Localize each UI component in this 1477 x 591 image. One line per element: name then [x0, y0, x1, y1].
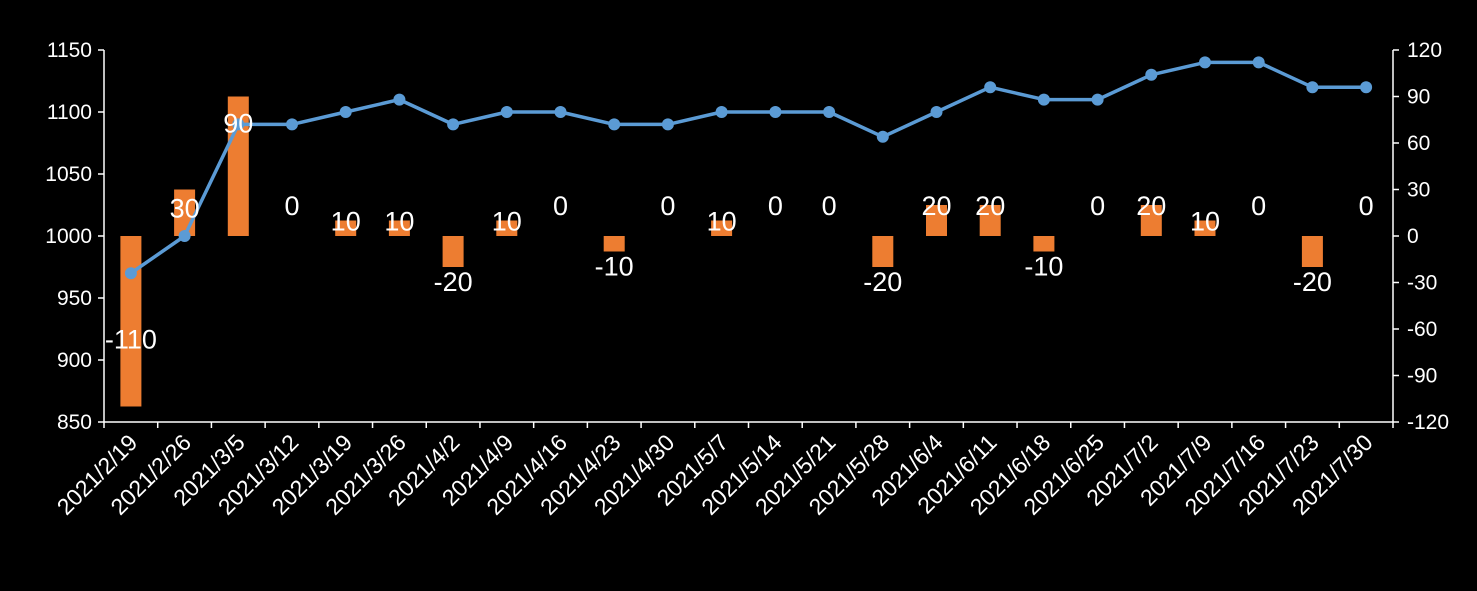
bar-label-2021/2/26: 30 [170, 194, 200, 224]
bar-label-2021/7/30: 0 [1359, 191, 1374, 221]
price-point-2021/4/9 [500, 106, 513, 118]
price-line [129, 60, 1367, 275]
price-point-2021/6/25 [1091, 93, 1104, 106]
price-point-2021/7/16 [1252, 56, 1265, 69]
price-point-2021/3/12 [286, 118, 298, 131]
price-point-2021/4/23 [608, 118, 621, 131]
bar-label-2021/7/23: -20 [1293, 267, 1332, 297]
bar-series-change [120, 96, 1323, 407]
bar-2021/4/9 [496, 220, 518, 236]
left-tick-label: 900 [57, 349, 92, 372]
price-point-2021/2/19 [124, 267, 137, 280]
price-point-2021/3/19 [339, 106, 352, 118]
bar-label-2021/5/28: -20 [863, 267, 902, 297]
bar-2021/4/2 [442, 236, 464, 267]
right-tick-label: -90 [1407, 365, 1437, 388]
bar-label-2021/6/18: -10 [1024, 252, 1063, 282]
bar-label-2021/2/19: -110 [105, 324, 157, 354]
bar-2021/5/7 [711, 220, 733, 236]
bar-label-2021/7/16: 0 [1251, 191, 1266, 221]
price-point-2021/6/18 [1037, 93, 1050, 106]
price-point-2021/5/14 [769, 106, 782, 118]
price-point-2021/6/4 [930, 106, 943, 118]
price-point-2021/7/23 [1306, 81, 1319, 94]
bar-label-2021/5/21: 0 [822, 191, 837, 221]
price-point-2021/4/30 [661, 118, 674, 131]
price-point-2021/4/16 [554, 106, 567, 118]
price-point-2021/2/26 [178, 230, 191, 242]
right-tick-label: 120 [1407, 39, 1442, 62]
price-point-2021/5/21 [823, 106, 836, 118]
bar-2021/6/18 [1033, 236, 1055, 252]
price-point-2021/3/5 [232, 118, 245, 131]
bar-label-2021/5/7: 10 [707, 207, 737, 237]
bar-label-2021/4/30: 0 [660, 191, 675, 221]
left-tick-label: 1100 [47, 101, 92, 124]
bar-2021/7/2 [1140, 205, 1162, 236]
bar-label-2021/3/26: 10 [384, 207, 414, 237]
left-tick-label: 850 [57, 411, 92, 434]
bar-label-2021/6/4: 20 [921, 191, 951, 221]
price-point-2021/5/28 [876, 130, 889, 143]
left-tick-label: 1000 [45, 225, 92, 248]
right-tick-label: 60 [1407, 132, 1430, 155]
price-point-2021/7/30 [1360, 81, 1373, 94]
bar-data-labels: -110 30 90 0 10 10 -20 10 0 -10 0 10 0 0 -20 20 20 -10 0 20… [105, 109, 1374, 355]
right-tick-label: -60 [1407, 318, 1437, 341]
bar-label-2021/6/25: 0 [1090, 191, 1105, 221]
bar-2021/4/23 [603, 236, 625, 252]
bar-label-2021/3/19: 10 [331, 207, 361, 237]
line-series-price [124, 56, 1373, 280]
left-tick-label: 1150 [47, 39, 92, 62]
price-point-2021/4/2 [447, 118, 460, 131]
bar-label-2021/3/5: 90 [223, 109, 253, 139]
bar-2021/3/19 [335, 220, 357, 236]
bar-2021/6/11 [979, 205, 1001, 236]
price-point-2021/7/2 [1145, 68, 1158, 81]
bar-2021/6/4 [926, 205, 947, 236]
bar-2021/2/19 [120, 236, 142, 407]
bar-label-2021/7/9: 10 [1190, 207, 1220, 237]
price-point-2021/3/26 [393, 93, 406, 106]
bar-label-2021/4/2: -20 [434, 267, 473, 297]
right-tick-label: 30 [1407, 179, 1430, 202]
bar-2021/7/9 [1194, 220, 1216, 236]
price-point-2021/5/7 [715, 106, 728, 118]
price-point-2021/7/9 [1199, 56, 1211, 69]
bar-label-2021/5/14: 0 [768, 191, 783, 221]
bar-label-2021/6/11: 20 [975, 191, 1005, 221]
bar-label-2021/4/16: 0 [553, 191, 568, 221]
bar-label-2021/4/23: -10 [595, 252, 634, 282]
bar-2021/7/23 [1301, 236, 1323, 267]
bar-label-2021/4/9: 10 [492, 207, 522, 237]
right-tick-label: -30 [1407, 272, 1437, 295]
right-tick-label: -120 [1407, 411, 1449, 434]
bar-label-2021/3/12: 0 [284, 191, 299, 221]
bar-2021/5/28 [872, 236, 894, 267]
right-tick-label: 90 [1407, 86, 1430, 109]
left-tick-label: 950 [57, 287, 92, 310]
price-point-2021/6/11 [984, 81, 997, 94]
bar-label-2021/7/2: 20 [1136, 191, 1166, 221]
left-tick-label: 1050 [45, 163, 92, 186]
right-tick-label: 0 [1407, 225, 1419, 248]
bar-2021/3/26 [388, 220, 410, 236]
